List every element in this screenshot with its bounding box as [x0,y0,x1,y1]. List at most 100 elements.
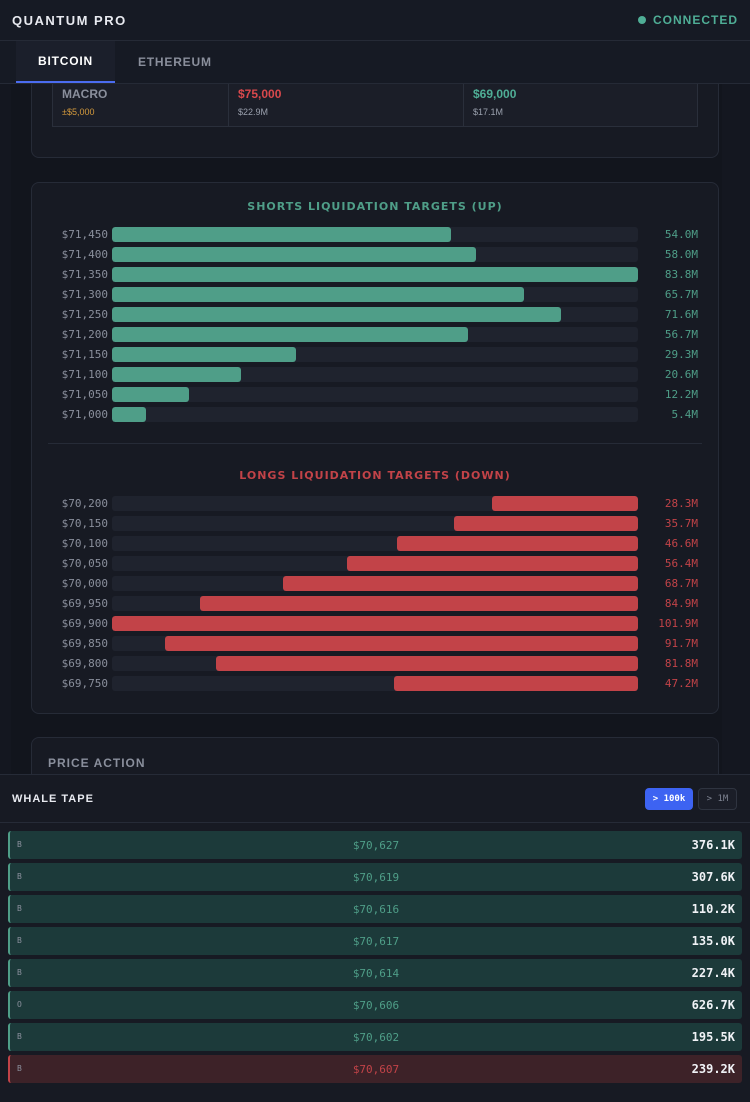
tape-row[interactable]: B $70,616 110.2K [8,895,742,923]
liq-price: $69,900 [61,617,108,630]
tape-size: 376.1K [691,838,735,852]
liq-bar [112,267,638,282]
liq-bar-track [112,387,638,402]
liq-bar [112,227,451,242]
tape-side: B [17,968,22,977]
liq-bar-track [112,636,638,651]
shorts-row: $71,200 56.7M [32,327,718,343]
longs-row: $70,100 46.6M [32,536,718,552]
liq-bar-track [112,327,638,342]
tape-price: $70,607 [352,1063,400,1076]
liq-bar-track [112,536,638,551]
tape-row[interactable]: B $70,607 239.2K [8,1055,742,1083]
liq-value: 54.0M [664,228,698,241]
liq-bar [164,636,638,651]
liq-price: $70,000 [61,577,108,590]
price-action-card: PRICE ACTION [31,737,719,774]
liq-bar-track [112,496,638,511]
liq-value: 58.0M [664,248,698,261]
liq-bar [112,287,525,302]
liq-price: $70,150 [61,517,108,530]
connection-status: CONNECTED [637,13,738,27]
liq-value: 28.3M [664,497,698,510]
liq-price: $69,950 [61,597,108,610]
liq-bar [346,556,638,571]
longs-title: LONGS LIQUIDATION TARGETS (DOWN) [239,469,511,482]
divider [48,443,702,444]
macro-cell-upper: $75,000 $22.9M [229,84,464,126]
liq-bar [491,496,638,511]
liq-value: 35.7M [664,517,698,530]
tape-side: B [17,904,22,913]
liquidation-card: SHORTS LIQUIDATION TARGETS (UP) $71,450 5… [31,182,719,714]
tape-side: B [17,936,22,945]
liq-value: 29.3M [664,348,698,361]
longs-row: $69,800 81.8M [32,656,718,672]
shorts-title: SHORTS LIQUIDATION TARGETS (UP) [247,200,503,213]
macro-lower-price: $69,000 [473,87,517,101]
liq-bar [112,387,189,402]
liq-bar-track [112,516,638,531]
filter-100k-button[interactable]: > 100k [645,788,693,810]
longs-row: $70,000 68.7M [32,576,718,592]
tape-row[interactable]: B $70,614 227.4K [8,959,742,987]
tab-ethereum[interactable]: ETHEREUM [138,55,212,69]
macro-card: MACRO ±$5,000 $75,000 $22.9M $69,000 $17… [31,84,719,158]
liq-bar [215,656,638,671]
liq-value: 46.6M [664,537,698,550]
shorts-row: $71,050 12.2M [32,387,718,403]
longs-row: $70,050 56.4M [32,556,718,572]
liq-bar [112,247,477,262]
liq-value: 5.4M [671,408,699,421]
liq-bar-track [112,347,638,362]
tape-size: 239.2K [691,1062,735,1076]
tape-size: 307.6K [691,870,735,884]
liq-bar-track [112,407,638,422]
liq-bar-track [112,656,638,671]
tape-row[interactable]: B $70,617 135.0K [8,927,742,955]
scrollbar[interactable] [722,84,750,774]
liq-price: $69,750 [61,677,108,690]
main-content[interactable]: MACRO ±$5,000 $75,000 $22.9M $69,000 $17… [11,84,722,774]
tape-size: 227.4K [691,966,735,980]
liq-value: 47.2M [664,677,698,690]
longs-row: $70,200 28.3M [32,496,718,512]
liq-price: $71,150 [61,348,108,361]
liq-bar-track [112,576,638,591]
tape-row[interactable]: B $70,619 307.6K [8,863,742,891]
liq-value: 56.4M [664,557,698,570]
liq-price: $69,800 [61,657,108,670]
liq-price: $71,300 [61,288,108,301]
price-action-title: PRICE ACTION [48,756,146,770]
liq-bar [397,536,638,551]
tape-row[interactable]: O $70,606 626.7K [8,991,742,1019]
liq-bar-track [112,596,638,611]
liq-price: $71,250 [61,308,108,321]
longs-row: $69,750 47.2M [32,676,718,692]
shorts-row: $71,400 58.0M [32,247,718,263]
tape-row[interactable]: B $70,602 195.5K [8,1023,742,1051]
tab-bitcoin[interactable]: BITCOIN [16,41,115,83]
tape-row[interactable]: B $70,627 376.1K [8,831,742,859]
liq-bar [112,367,242,382]
tape-price: $70,602 [352,1031,400,1044]
liq-price: $71,100 [61,368,108,381]
filter-1m-button[interactable]: > 1M [698,788,737,810]
macro-lower-volume: $17.1M [473,107,504,117]
whale-tape-header: WHALE TAPE > 100k > 1M [0,775,750,823]
liq-price: $71,050 [61,388,108,401]
shorts-row: $71,350 83.8M [32,267,718,283]
liq-bar [112,616,638,631]
app-title: QUANTUM PRO [12,12,127,28]
macro-upper-volume: $22.9M [238,107,269,117]
liq-bar-track [112,287,638,302]
macro-cell: MACRO ±$5,000 [53,84,229,126]
macro-range: ±$5,000 [62,107,95,117]
liq-bar-track [112,307,638,322]
liq-price: $71,400 [61,248,108,261]
liq-value: 20.6M [664,368,698,381]
tape-side: B [17,872,22,881]
whale-tape-panel: WHALE TAPE > 100k > 1M B $70,627 376.1K B $7… [0,774,750,1102]
longs-row: $70,150 35.7M [32,516,718,532]
tape-price: $70,617 [352,935,400,948]
